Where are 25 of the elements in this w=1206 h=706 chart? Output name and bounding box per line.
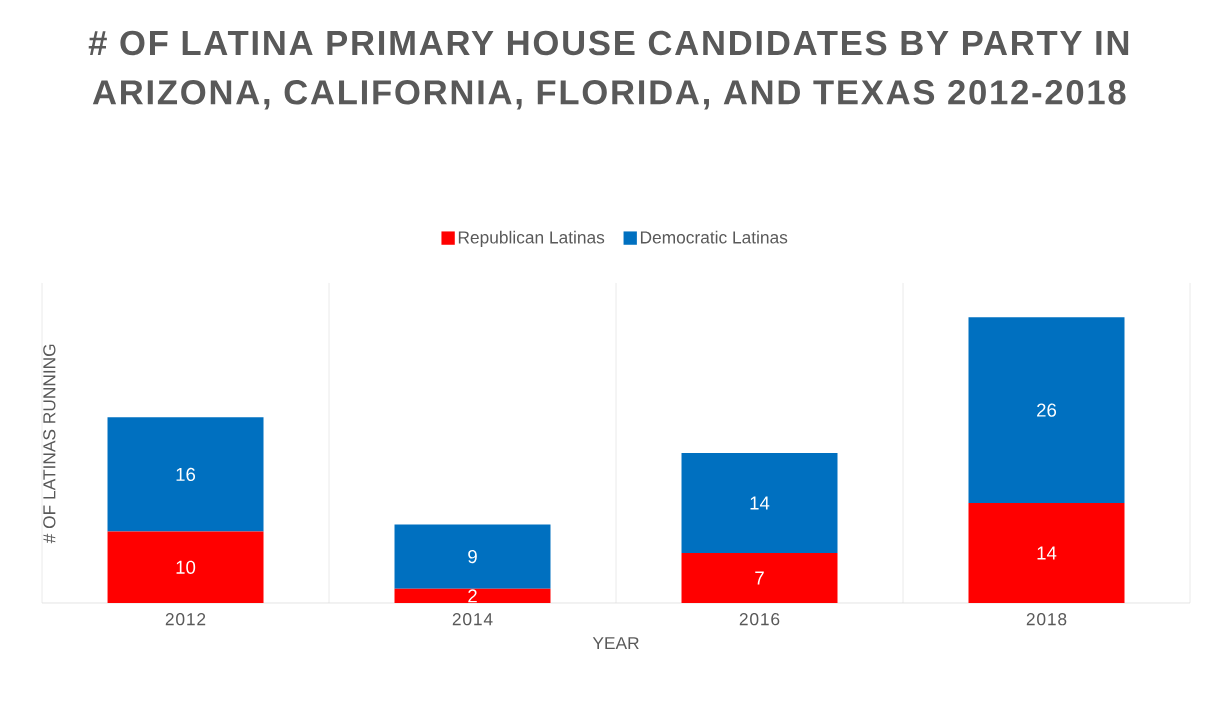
legend-label: Republican Latinas bbox=[458, 230, 605, 247]
bar bbox=[394, 588, 551, 603]
chart-title: # OF LATINA PRIMARY HOUSE CANDIDATES BY PARTY IN ARIZONA, CALIFORNIA, FLORIDA, AND TEXAS 2012-2018 bbox=[88, 30, 1129, 110]
x-tick-label: 2014 bbox=[452, 613, 493, 626]
data-label: 2 bbox=[468, 589, 477, 603]
bar bbox=[394, 524, 551, 589]
bar bbox=[107, 531, 264, 603]
legend-label: Democratic Latinas bbox=[640, 230, 788, 244]
x-tick-label: 2012 bbox=[165, 613, 206, 626]
bar bbox=[681, 552, 838, 603]
data-label: 16 bbox=[176, 467, 196, 482]
data-label: 14 bbox=[1037, 546, 1057, 560]
bar bbox=[681, 452, 838, 553]
bar bbox=[968, 502, 1125, 603]
data-label: 7 bbox=[755, 571, 764, 585]
x-tick-label: 2016 bbox=[739, 613, 780, 626]
bar bbox=[107, 417, 264, 532]
data-label: 14 bbox=[750, 496, 770, 510]
data-label: 10 bbox=[176, 560, 196, 574]
x-axis-title: YEAR bbox=[592, 637, 639, 650]
y-axis-title: # OF LATINAS RUNNING bbox=[43, 344, 56, 544]
data-label: 26 bbox=[1037, 403, 1057, 417]
x-tick-label: 2018 bbox=[1026, 613, 1067, 626]
data-label: 9 bbox=[468, 549, 477, 564]
bar bbox=[968, 317, 1125, 503]
